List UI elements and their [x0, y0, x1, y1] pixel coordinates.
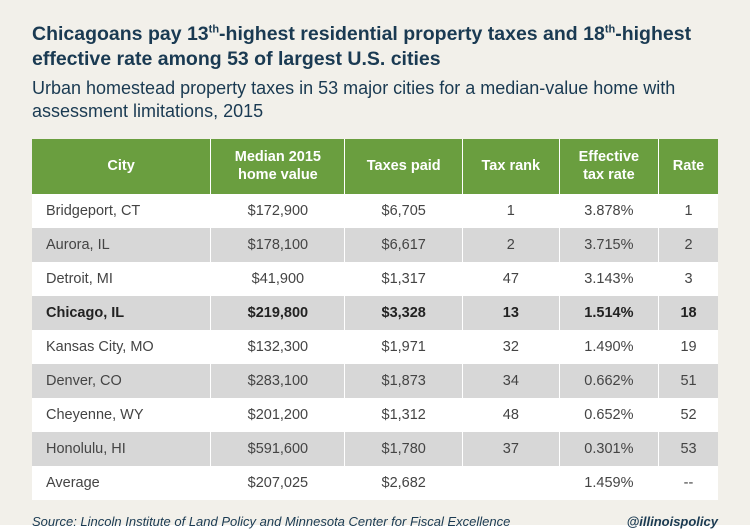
- table-cell: $3,328: [345, 296, 462, 330]
- table-cell: 2: [659, 228, 718, 262]
- table-cell: 0.652%: [559, 398, 658, 432]
- table-cell: $2,682: [345, 466, 462, 500]
- table-cell: $1,780: [345, 432, 462, 466]
- table-cell: 13: [462, 296, 559, 330]
- table-cell: 3: [659, 262, 718, 296]
- table-cell: Denver, CO: [32, 364, 211, 398]
- table-cell: Detroit, MI: [32, 262, 211, 296]
- table-cell: Average: [32, 466, 211, 500]
- table-cell: 1.490%: [559, 330, 658, 364]
- table-cell: 1.514%: [559, 296, 658, 330]
- table-row: Honolulu, HI$591,600$1,780370.301%53: [32, 432, 718, 466]
- table-cell: $1,317: [345, 262, 462, 296]
- table-row: Detroit, MI$41,900$1,317473.143%3: [32, 262, 718, 296]
- tax-table: CityMedian 2015 home valueTaxes paidTax …: [32, 139, 718, 500]
- table-cell: $591,600: [211, 432, 345, 466]
- table-cell: 48: [462, 398, 559, 432]
- slide-title: Chicagoans pay 13th-highest residential …: [32, 22, 718, 73]
- table-cell: $219,800: [211, 296, 345, 330]
- column-header: Effective tax rate: [559, 139, 658, 194]
- column-header: City: [32, 139, 211, 194]
- table-row: Aurora, IL$178,100$6,61723.715%2: [32, 228, 718, 262]
- table-cell: 0.301%: [559, 432, 658, 466]
- table-row: Denver, CO$283,100$1,873340.662%51: [32, 364, 718, 398]
- table-cell: $207,025: [211, 466, 345, 500]
- table-cell: [462, 466, 559, 500]
- table-cell: 51: [659, 364, 718, 398]
- table-cell: 52: [659, 398, 718, 432]
- table-row: Bridgeport, CT$172,900$6,70513.878%1: [32, 194, 718, 228]
- table-cell: $1,971: [345, 330, 462, 364]
- table-body: Bridgeport, CT$172,900$6,70513.878%1Auro…: [32, 194, 718, 500]
- table-cell: 53: [659, 432, 718, 466]
- table-cell: $132,300: [211, 330, 345, 364]
- table-cell: 34: [462, 364, 559, 398]
- table-cell: 3.143%: [559, 262, 658, 296]
- table-cell: 32: [462, 330, 559, 364]
- table-cell: 3.878%: [559, 194, 658, 228]
- table-cell: 18: [659, 296, 718, 330]
- table-cell: 19: [659, 330, 718, 364]
- column-header: Median 2015 home value: [211, 139, 345, 194]
- table-cell: 3.715%: [559, 228, 658, 262]
- slide: Chicagoans pay 13th-highest residential …: [0, 0, 750, 525]
- table-cell: Bridgeport, CT: [32, 194, 211, 228]
- twitter-handle: @illinoispolicy: [627, 514, 718, 529]
- table-cell: Aurora, IL: [32, 228, 211, 262]
- table-row: Chicago, IL$219,800$3,328131.514%18: [32, 296, 718, 330]
- table-row: Average$207,025$2,682 1.459%--: [32, 466, 718, 500]
- table-cell: Chicago, IL: [32, 296, 211, 330]
- table-cell: 1: [462, 194, 559, 228]
- table-cell: $6,705: [345, 194, 462, 228]
- table-cell: 1: [659, 194, 718, 228]
- table-cell: $1,873: [345, 364, 462, 398]
- table-row: Kansas City, MO$132,300$1,971321.490%19: [32, 330, 718, 364]
- column-header: Rate: [659, 139, 718, 194]
- slide-subtitle: Urban homestead property taxes in 53 maj…: [32, 77, 718, 124]
- table-cell: 47: [462, 262, 559, 296]
- table-cell: $178,100: [211, 228, 345, 262]
- table-cell: $1,312: [345, 398, 462, 432]
- table-cell: 2: [462, 228, 559, 262]
- table-cell: $201,200: [211, 398, 345, 432]
- table-cell: $283,100: [211, 364, 345, 398]
- table-cell: Kansas City, MO: [32, 330, 211, 364]
- table-cell: $41,900: [211, 262, 345, 296]
- table-header: CityMedian 2015 home valueTaxes paidTax …: [32, 139, 718, 194]
- footer: Source: Lincoln Institute of Land Policy…: [32, 514, 718, 529]
- table-row: Cheyenne, WY$201,200$1,312480.652%52: [32, 398, 718, 432]
- column-header: Tax rank: [462, 139, 559, 194]
- table-cell: $6,617: [345, 228, 462, 262]
- table-cell: 1.459%: [559, 466, 658, 500]
- source-text: Source: Lincoln Institute of Land Policy…: [32, 514, 510, 529]
- table-cell: --: [659, 466, 718, 500]
- table-cell: Cheyenne, WY: [32, 398, 211, 432]
- table-cell: $172,900: [211, 194, 345, 228]
- column-header: Taxes paid: [345, 139, 462, 194]
- table-cell: Honolulu, HI: [32, 432, 211, 466]
- table-cell: 0.662%: [559, 364, 658, 398]
- table-cell: 37: [462, 432, 559, 466]
